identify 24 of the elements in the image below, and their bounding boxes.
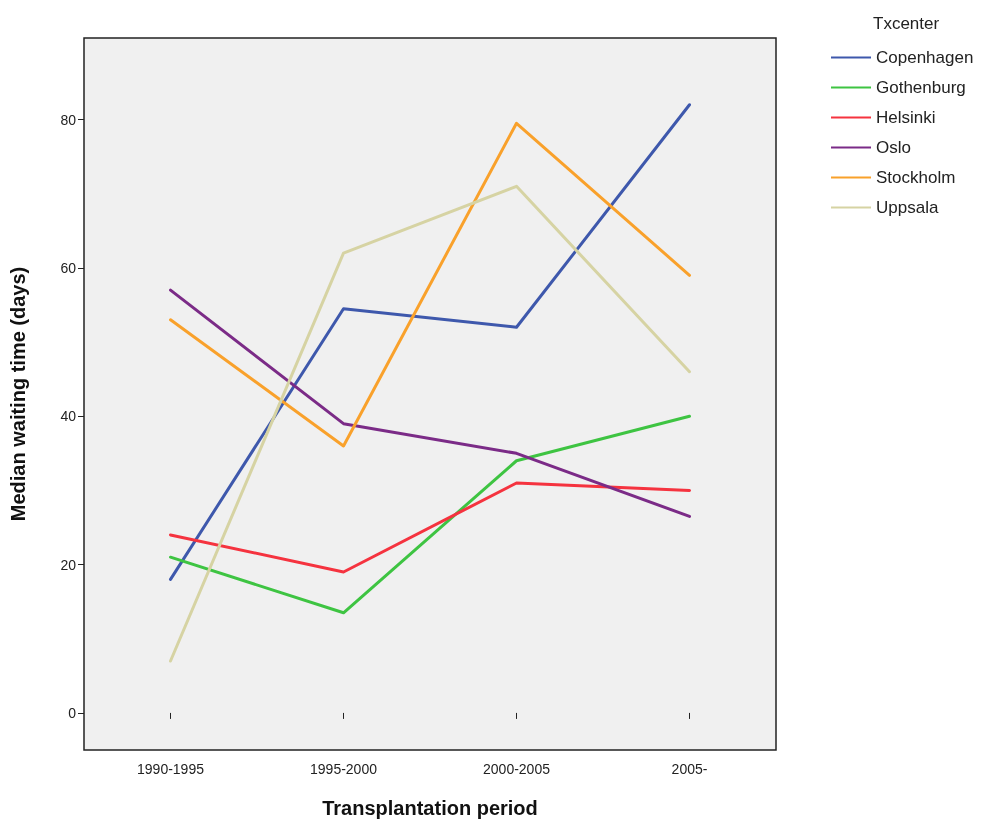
y-tick-label: 80: [60, 111, 77, 128]
legend-label: Gothenburg: [876, 78, 966, 97]
legend-label: Copenhagen: [876, 48, 974, 67]
line-series: [169, 121, 691, 448]
x-tick-label: 2000-2005: [483, 761, 551, 777]
line-series: [169, 414, 691, 615]
y-tick-label: 40: [60, 408, 77, 425]
x-tick-label: 2005-: [671, 761, 708, 777]
y-tick-label: 60: [60, 259, 77, 276]
y-tick-label: 20: [60, 556, 77, 573]
y-tick-label: 0: [68, 704, 77, 721]
y-axis-title: Median waiting time (days): [7, 266, 29, 522]
legend-label: Helsinki: [876, 108, 936, 127]
line-series: [169, 481, 691, 574]
legend-title: Txcenter: [873, 14, 940, 33]
line-series: [169, 288, 691, 518]
x-tick-label: 1995-2000: [310, 761, 378, 777]
legend-label: Oslo: [876, 138, 911, 157]
legend-label: Stockholm: [876, 168, 956, 187]
line-series: [169, 103, 691, 581]
x-tick-label: 1990-1995: [137, 761, 205, 777]
line-series: [169, 184, 691, 663]
x-axis-title: Transplantation period: [322, 797, 538, 819]
legend-label: Uppsala: [876, 198, 939, 217]
